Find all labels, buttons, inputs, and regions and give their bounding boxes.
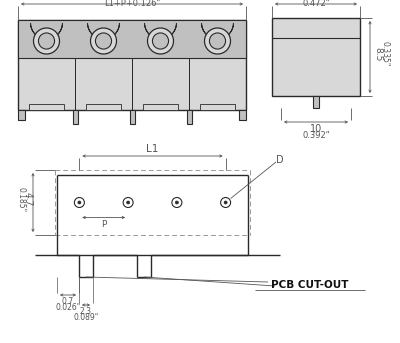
Text: 0.392": 0.392" bbox=[302, 130, 330, 140]
Bar bbox=[272, 18, 360, 96]
Bar bbox=[200, 104, 234, 110]
Text: L1: L1 bbox=[146, 144, 159, 154]
Circle shape bbox=[34, 28, 60, 54]
Text: 0.335": 0.335" bbox=[380, 41, 390, 67]
Text: 0.7: 0.7 bbox=[62, 297, 74, 307]
Text: 0.472": 0.472" bbox=[302, 0, 330, 8]
Text: 10: 10 bbox=[310, 124, 322, 134]
Circle shape bbox=[175, 201, 178, 204]
Text: L1+P+0.126": L1+P+0.126" bbox=[104, 0, 160, 8]
Circle shape bbox=[96, 33, 112, 49]
Wedge shape bbox=[30, 23, 62, 39]
Circle shape bbox=[152, 33, 168, 49]
Circle shape bbox=[172, 198, 182, 208]
Text: 12: 12 bbox=[310, 0, 322, 2]
Bar bbox=[100, 37, 107, 45]
Circle shape bbox=[123, 198, 133, 208]
Bar bbox=[144, 104, 178, 110]
Text: 8.5: 8.5 bbox=[374, 47, 382, 61]
Bar bbox=[214, 37, 221, 45]
Bar bbox=[186, 110, 192, 124]
Text: 0.089": 0.089" bbox=[73, 314, 99, 322]
Circle shape bbox=[224, 201, 227, 204]
Circle shape bbox=[90, 28, 116, 54]
Bar bbox=[130, 110, 134, 124]
Circle shape bbox=[38, 33, 54, 49]
Bar bbox=[313, 96, 319, 108]
Circle shape bbox=[148, 28, 174, 54]
Text: D: D bbox=[276, 155, 284, 165]
Circle shape bbox=[74, 198, 84, 208]
Bar bbox=[18, 20, 246, 110]
Bar bbox=[157, 37, 164, 45]
Text: L1+P+3.2: L1+P+3.2 bbox=[109, 0, 155, 1]
Text: 0.185": 0.185" bbox=[16, 187, 26, 212]
Wedge shape bbox=[88, 23, 120, 39]
Bar bbox=[18, 110, 25, 120]
Circle shape bbox=[78, 201, 81, 204]
Circle shape bbox=[127, 201, 130, 204]
Text: PCB CUT-OUT: PCB CUT-OUT bbox=[271, 280, 349, 290]
Wedge shape bbox=[144, 23, 176, 39]
Circle shape bbox=[221, 198, 231, 208]
Wedge shape bbox=[202, 23, 234, 39]
Text: 0.026": 0.026" bbox=[55, 304, 81, 312]
Text: P: P bbox=[101, 220, 106, 229]
Bar bbox=[18, 20, 246, 58]
Circle shape bbox=[210, 33, 226, 49]
Bar bbox=[72, 110, 78, 124]
Bar bbox=[43, 37, 50, 45]
Bar bbox=[239, 110, 246, 120]
Bar bbox=[86, 104, 121, 110]
Bar bbox=[30, 104, 64, 110]
Text: 4.7: 4.7 bbox=[24, 192, 32, 206]
Circle shape bbox=[204, 28, 230, 54]
Text: 2.3: 2.3 bbox=[80, 308, 92, 317]
